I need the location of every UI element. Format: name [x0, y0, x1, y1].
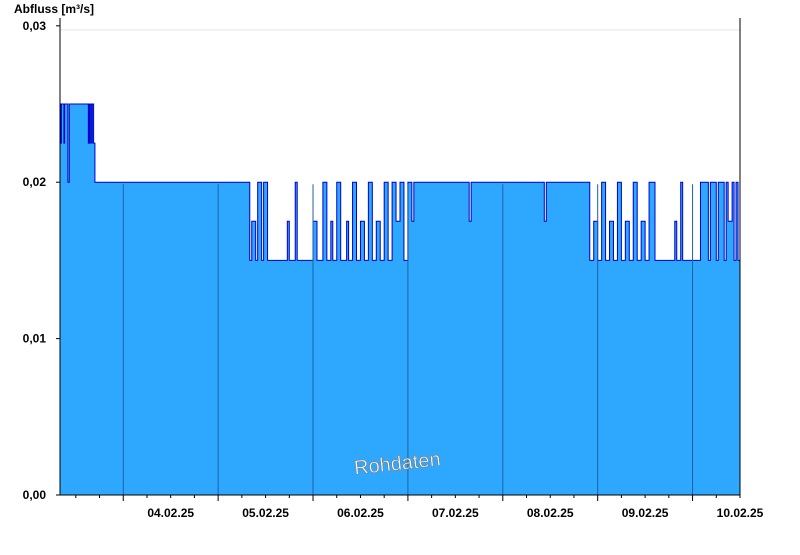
x-tick-label: 07.02.25 — [432, 506, 479, 520]
y-tick-label: 0,03 — [23, 19, 47, 33]
y-tick-label: 0,01 — [23, 332, 47, 346]
discharge-area — [60, 104, 740, 496]
x-tick-label: 10.02.25 — [717, 506, 764, 520]
x-tick-label: 05.02.25 — [242, 506, 289, 520]
y-axis-label: Abfluss [m³/s] — [14, 2, 95, 16]
x-tick-label: 08.02.25 — [527, 506, 574, 520]
discharge-line — [60, 103, 741, 261]
y-tick-label: 0,02 — [23, 175, 47, 189]
y-tick-label: 0,00 — [23, 488, 47, 502]
x-tick-label: 04.02.25 — [147, 506, 194, 520]
x-tick-label: 09.02.25 — [622, 506, 669, 520]
x-tick-label: 06.02.25 — [337, 506, 384, 520]
